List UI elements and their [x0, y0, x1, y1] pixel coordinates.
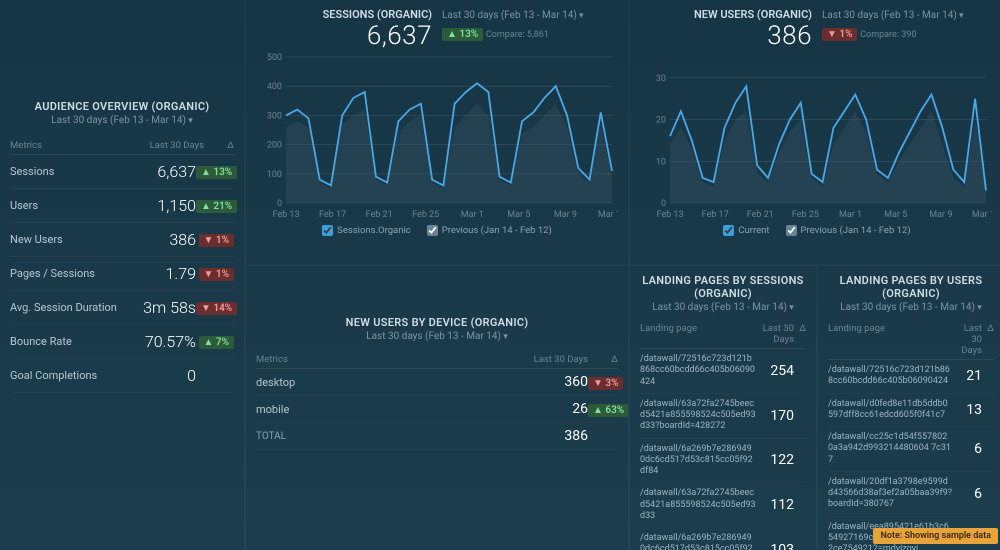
- new-users-chart-panel: NEW USERS (ORGANIC) 386 Last 30 days (Fe…: [630, 0, 1000, 264]
- audience-overview-panel: AUDIENCE OVERVIEW (ORGANIC) Last 30 days…: [0, 0, 244, 550]
- landing-pages-sessions-panel: LANDING PAGES BY SESSIONS (ORGANIC) Last…: [630, 266, 816, 550]
- svg-text:Feb 17: Feb 17: [319, 210, 346, 220]
- svg-text:Feb 13: Feb 13: [272, 210, 299, 220]
- panel-title: NEW USERS BY DEVICE (ORGANIC): [256, 316, 618, 329]
- table-row: /datawall/d0fed8e11db5ddb0597dff8cc61edc…: [828, 394, 994, 428]
- svg-text:200: 200: [267, 141, 282, 151]
- metric-row: Users 1,150 ▲ 21%: [10, 189, 234, 223]
- table-header: Landing page Last 30 Days Δ: [828, 319, 994, 360]
- svg-text:0: 0: [661, 199, 666, 209]
- sample-data-note: Note: Showing sample data: [873, 528, 998, 544]
- table-row: /datawall/72516c723d121b868cc60bcdd66c40…: [828, 360, 994, 394]
- table-row: /datawall/6a269b7e2869490dc6cd517d53c815…: [640, 528, 806, 550]
- delta-badge: ▲ 13%: [442, 28, 483, 41]
- sessions-value: 6,637: [256, 21, 432, 51]
- svg-text:Mar 9: Mar 9: [554, 210, 577, 220]
- new-users-line-chart: 0 10 20 30 Feb 13 Feb 17 Feb 21 Feb 25 Mar 1 Mar …: [640, 51, 992, 221]
- svg-text:Mar 1: Mar 1: [839, 210, 862, 220]
- svg-text:20: 20: [656, 116, 666, 126]
- compare-text: Compare: 5,861: [486, 30, 549, 40]
- svg-text:Feb 21: Feb 21: [747, 210, 774, 220]
- metric-row: Sessions 6,637 ▲ 13%: [10, 155, 234, 189]
- delta-badge: ▼ 1%: [822, 28, 857, 41]
- svg-text:Feb 17: Feb 17: [702, 210, 729, 220]
- legend-previous[interactable]: Previous (Jan 14 - Feb 12): [786, 225, 911, 236]
- svg-text:400: 400: [267, 82, 282, 92]
- metric-row: Goal Completions 0: [10, 359, 234, 393]
- compare-text: Compare: 390: [860, 30, 916, 40]
- svg-text:Mar 13: Mar 13: [598, 210, 618, 220]
- svg-text:Mar 1: Mar 1: [461, 210, 484, 220]
- panel-title: LANDING PAGES BY USERS (ORGANIC): [828, 274, 994, 300]
- svg-text:100: 100: [267, 170, 282, 180]
- date-range-selector[interactable]: Last 30 days (Feb 13 - Mar 14): [10, 115, 234, 126]
- table-row: /datawall/6a269b7e2869490dc6cd517d53c815…: [640, 439, 806, 484]
- legend-current[interactable]: Current: [723, 225, 769, 236]
- table-header: Metrics Last 30 Days Δ: [256, 350, 618, 369]
- new-users-by-device-panel: NEW USERS BY DEVICE (ORGANIC) Last 30 da…: [246, 266, 628, 550]
- svg-text:Mar 9: Mar 9: [929, 210, 952, 220]
- svg-text:Mar 5: Mar 5: [507, 210, 530, 220]
- table-row: /datawall/72516c723d121b868cc60bcdd66c40…: [640, 349, 806, 394]
- metric-row: New Users 386 ▼ 1%: [10, 223, 234, 257]
- table-row: desktop 360 ▼ 3%: [256, 369, 618, 396]
- svg-text:Mar 13: Mar 13: [972, 210, 992, 220]
- sessions-chart-panel: SESSIONS (ORGANIC) 6,637 Last 30 days (F…: [246, 0, 628, 264]
- svg-text:0: 0: [277, 199, 282, 209]
- svg-text:300: 300: [267, 111, 282, 121]
- panel-title: SESSIONS (ORGANIC): [323, 8, 432, 21]
- panel-title: AUDIENCE OVERVIEW (ORGANIC): [10, 100, 234, 113]
- date-range-selector[interactable]: Last 30 days (Feb 13 - Mar 14): [822, 10, 964, 21]
- date-range-selector[interactable]: Last 30 days (Feb 13 - Mar 14): [256, 331, 618, 342]
- svg-text:Mar 5: Mar 5: [884, 210, 907, 220]
- legend-current[interactable]: Sessions.Organic: [322, 225, 411, 236]
- table-row: mobile 26 ▲ 63%: [256, 396, 618, 423]
- chart-legend: Current Previous (Jan 14 - Feb 12): [640, 225, 994, 236]
- metric-row: Bounce Rate 70.57% ▲ 7%: [10, 325, 234, 359]
- date-range-selector[interactable]: Last 30 days (Feb 13 - Mar 14): [828, 302, 994, 313]
- table-header: Landing page Last 30 Days Δ: [640, 319, 806, 349]
- table-row-total: TOTAL 386: [256, 423, 618, 450]
- table-row: /datawall/cc25c1d54f5578020a3a942d993214…: [828, 427, 994, 472]
- svg-text:Feb 21: Feb 21: [366, 210, 393, 220]
- new-users-value: 386: [640, 21, 812, 51]
- date-range-selector[interactable]: Last 30 days (Feb 13 - Mar 14): [640, 302, 806, 313]
- metric-row: Avg. Session Duration 3m 58s ▼ 14%: [10, 291, 234, 325]
- sessions-line-chart: 0 100 200 300 400 500 Feb 13 Feb 17 Feb 21 Feb 25…: [256, 51, 618, 221]
- panel-title: NEW USERS (ORGANIC): [694, 8, 812, 21]
- landing-pages-users-panel: LANDING PAGES BY USERS (ORGANIC) Last 30…: [818, 266, 1000, 550]
- panel-title: LANDING PAGES BY SESSIONS (ORGANIC): [640, 274, 806, 300]
- svg-text:Feb 13: Feb 13: [656, 210, 683, 220]
- svg-text:Feb 25: Feb 25: [412, 210, 439, 220]
- svg-text:10: 10: [656, 157, 666, 167]
- chart-legend: Sessions.Organic Previous (Jan 14 - Feb …: [256, 225, 618, 236]
- metric-row: Pages / Sessions 1.79 ▼ 1%: [10, 257, 234, 291]
- legend-previous[interactable]: Previous (Jan 14 - Feb 12): [427, 225, 552, 236]
- svg-text:500: 500: [267, 53, 282, 63]
- table-row: /datawall/20df1a3798e9599dd43566d38af3ef…: [828, 472, 994, 517]
- svg-text:30: 30: [656, 74, 666, 84]
- table-row: /datawall/63a72fa2745beecd5421a855598524…: [640, 394, 806, 439]
- table-row: /datawall/63a72fa2745beecd5421a855598524…: [640, 483, 806, 528]
- date-range-selector[interactable]: Last 30 days (Feb 13 - Mar 14): [442, 10, 584, 21]
- svg-text:Feb 25: Feb 25: [792, 210, 819, 220]
- table-header: Metrics Last 30 Days Δ: [10, 136, 234, 155]
